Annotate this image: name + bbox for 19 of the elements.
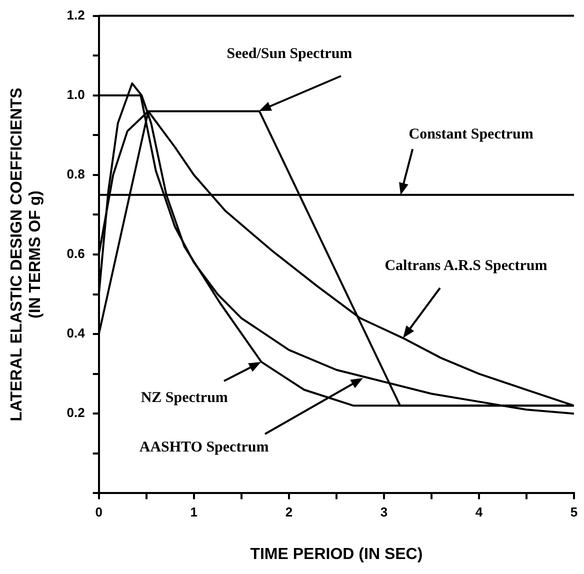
y-tick-label: 0.8 (66, 166, 85, 182)
annotation: NZ Spectrum (140, 390, 228, 406)
x-tick-label: 1 (190, 504, 198, 520)
annotation: Caltrans A.R.S Spectrum (384, 258, 548, 274)
y-tick-label: 1.0 (66, 86, 85, 102)
x-tick-label: 0 (95, 504, 102, 520)
x-axis-title: TIME PERIOD (IN SEC) (250, 546, 423, 563)
y-axis-title: LATERAL ELASTIC DESIGN COEFFICIENTS (IN TERMS OF g) (8, 87, 44, 422)
y-tick-label: 0.6 (66, 246, 85, 262)
y-tick-label: 0.2 (66, 405, 85, 420)
x-tick-label: 4 (475, 504, 484, 520)
y-tick-label: 0.4 (66, 326, 86, 341)
annotation: AASHTO Spectrum (139, 440, 270, 456)
x-tick-label: 5 (570, 504, 578, 520)
y-tick-label: 1.2 (66, 7, 85, 22)
annotation: Seed/Sun Spectrum (226, 46, 353, 62)
annotation: Constant Spectrum (408, 126, 534, 143)
x-tick-label: 3 (380, 504, 388, 520)
x-tick-label: 2 (285, 504, 293, 520)
